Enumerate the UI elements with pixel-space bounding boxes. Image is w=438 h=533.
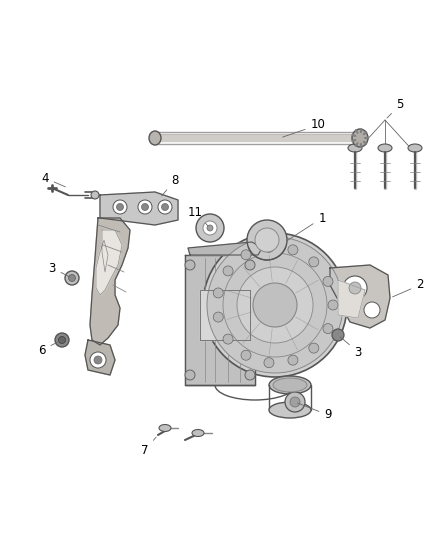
Polygon shape	[200, 290, 250, 340]
Circle shape	[55, 333, 69, 347]
Ellipse shape	[149, 131, 161, 145]
Circle shape	[223, 266, 233, 276]
Circle shape	[223, 334, 233, 344]
Polygon shape	[338, 280, 365, 318]
Text: 8: 8	[162, 174, 179, 196]
Circle shape	[203, 233, 347, 377]
Circle shape	[245, 260, 255, 270]
Circle shape	[65, 271, 79, 285]
Text: 3: 3	[48, 262, 70, 277]
Circle shape	[158, 200, 172, 214]
Ellipse shape	[269, 402, 311, 418]
Circle shape	[237, 267, 313, 343]
Ellipse shape	[269, 376, 311, 394]
Circle shape	[247, 220, 287, 260]
Text: 5: 5	[387, 99, 404, 118]
Circle shape	[241, 350, 251, 360]
Text: 4: 4	[41, 172, 65, 187]
Text: 1: 1	[287, 212, 326, 240]
Text: 6: 6	[38, 341, 60, 357]
Text: 10: 10	[283, 118, 325, 137]
Circle shape	[323, 324, 333, 334]
Circle shape	[213, 288, 223, 298]
Circle shape	[309, 343, 319, 353]
Circle shape	[255, 228, 279, 252]
Circle shape	[207, 237, 343, 373]
Circle shape	[245, 370, 255, 380]
Text: 9: 9	[297, 403, 332, 422]
Circle shape	[94, 356, 102, 364]
Circle shape	[91, 191, 99, 199]
Circle shape	[113, 200, 127, 214]
Circle shape	[288, 245, 298, 255]
Circle shape	[349, 282, 361, 294]
Circle shape	[213, 312, 223, 322]
Text: 3: 3	[340, 337, 362, 359]
Ellipse shape	[378, 144, 392, 152]
Circle shape	[185, 260, 195, 270]
Circle shape	[138, 200, 152, 214]
Circle shape	[264, 358, 274, 368]
Circle shape	[328, 300, 338, 310]
Circle shape	[332, 329, 344, 341]
Polygon shape	[96, 230, 122, 295]
Circle shape	[185, 370, 195, 380]
Ellipse shape	[408, 144, 422, 152]
Circle shape	[59, 336, 66, 343]
Circle shape	[207, 225, 213, 231]
Polygon shape	[85, 340, 115, 375]
Text: 11: 11	[187, 206, 208, 226]
Ellipse shape	[352, 129, 368, 147]
Circle shape	[90, 352, 106, 368]
Polygon shape	[188, 242, 262, 255]
Polygon shape	[330, 265, 390, 328]
Circle shape	[343, 276, 367, 300]
Circle shape	[290, 397, 300, 407]
Circle shape	[68, 274, 75, 281]
Circle shape	[309, 257, 319, 267]
Circle shape	[117, 204, 124, 211]
Circle shape	[288, 355, 298, 365]
Ellipse shape	[273, 378, 307, 392]
Text: 2: 2	[392, 279, 424, 297]
Circle shape	[241, 250, 251, 260]
Circle shape	[323, 277, 333, 286]
Ellipse shape	[192, 430, 204, 437]
Polygon shape	[185, 255, 255, 385]
Circle shape	[141, 204, 148, 211]
Polygon shape	[100, 192, 178, 225]
Circle shape	[285, 392, 305, 412]
Circle shape	[364, 302, 380, 318]
Circle shape	[264, 243, 274, 252]
Ellipse shape	[348, 144, 362, 152]
Text: 7: 7	[141, 437, 156, 456]
Ellipse shape	[159, 424, 171, 432]
Circle shape	[203, 221, 217, 235]
Polygon shape	[90, 218, 130, 345]
Circle shape	[253, 283, 297, 327]
Circle shape	[196, 214, 224, 242]
Circle shape	[162, 204, 169, 211]
